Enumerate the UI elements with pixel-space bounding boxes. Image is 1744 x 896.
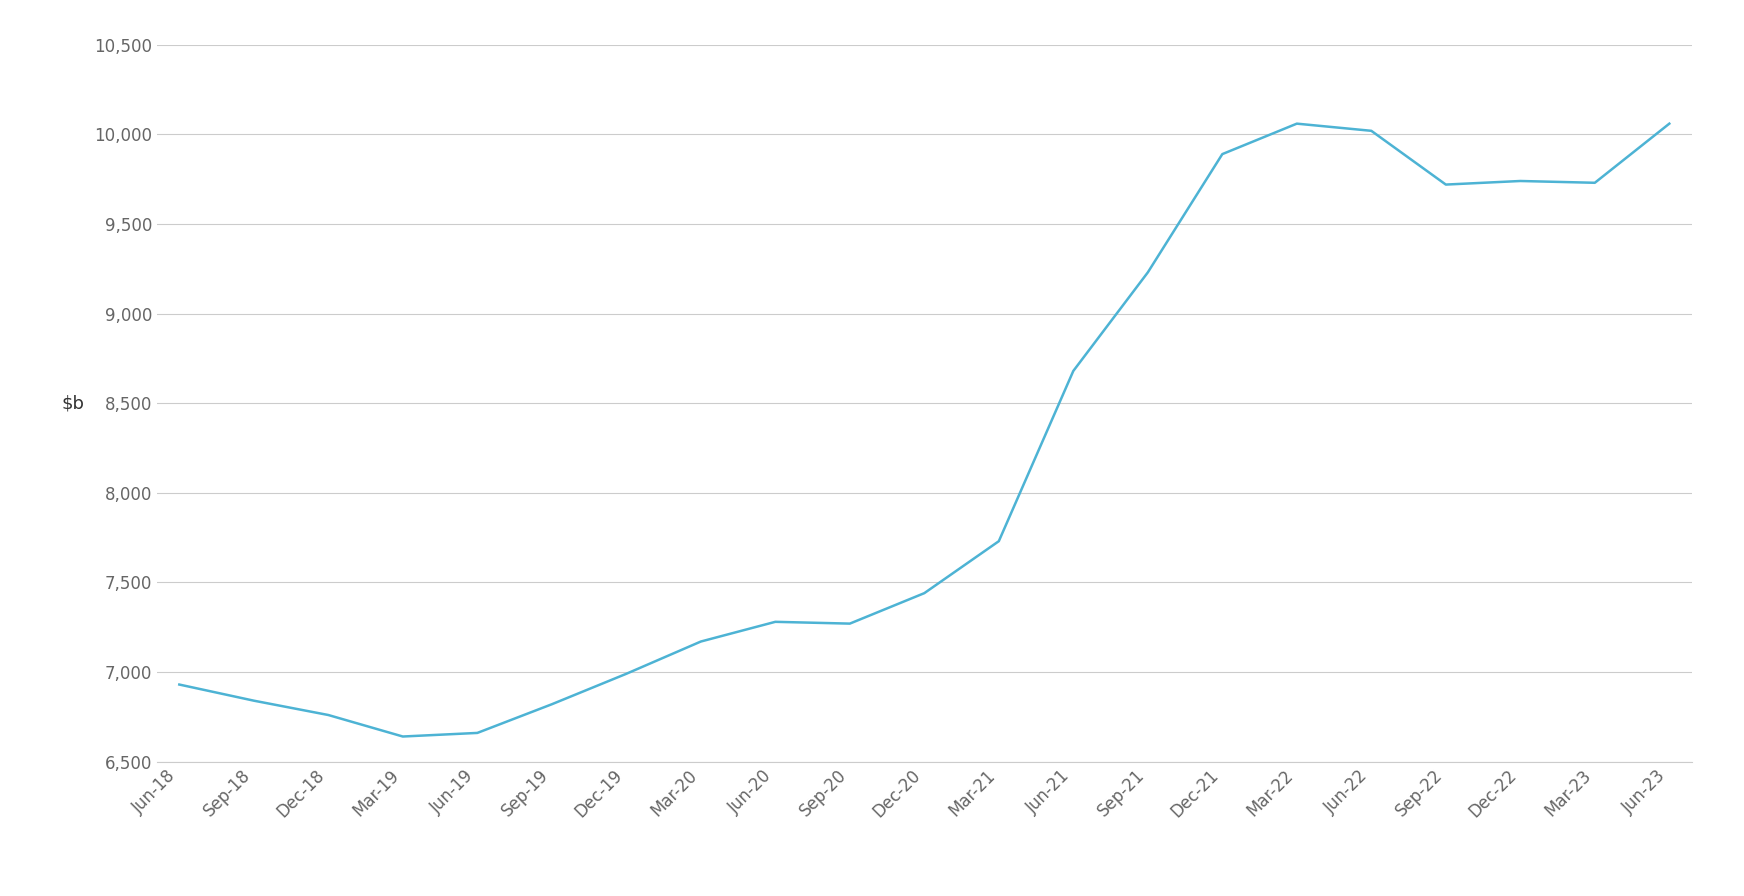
Y-axis label: $b: $b xyxy=(61,394,85,412)
